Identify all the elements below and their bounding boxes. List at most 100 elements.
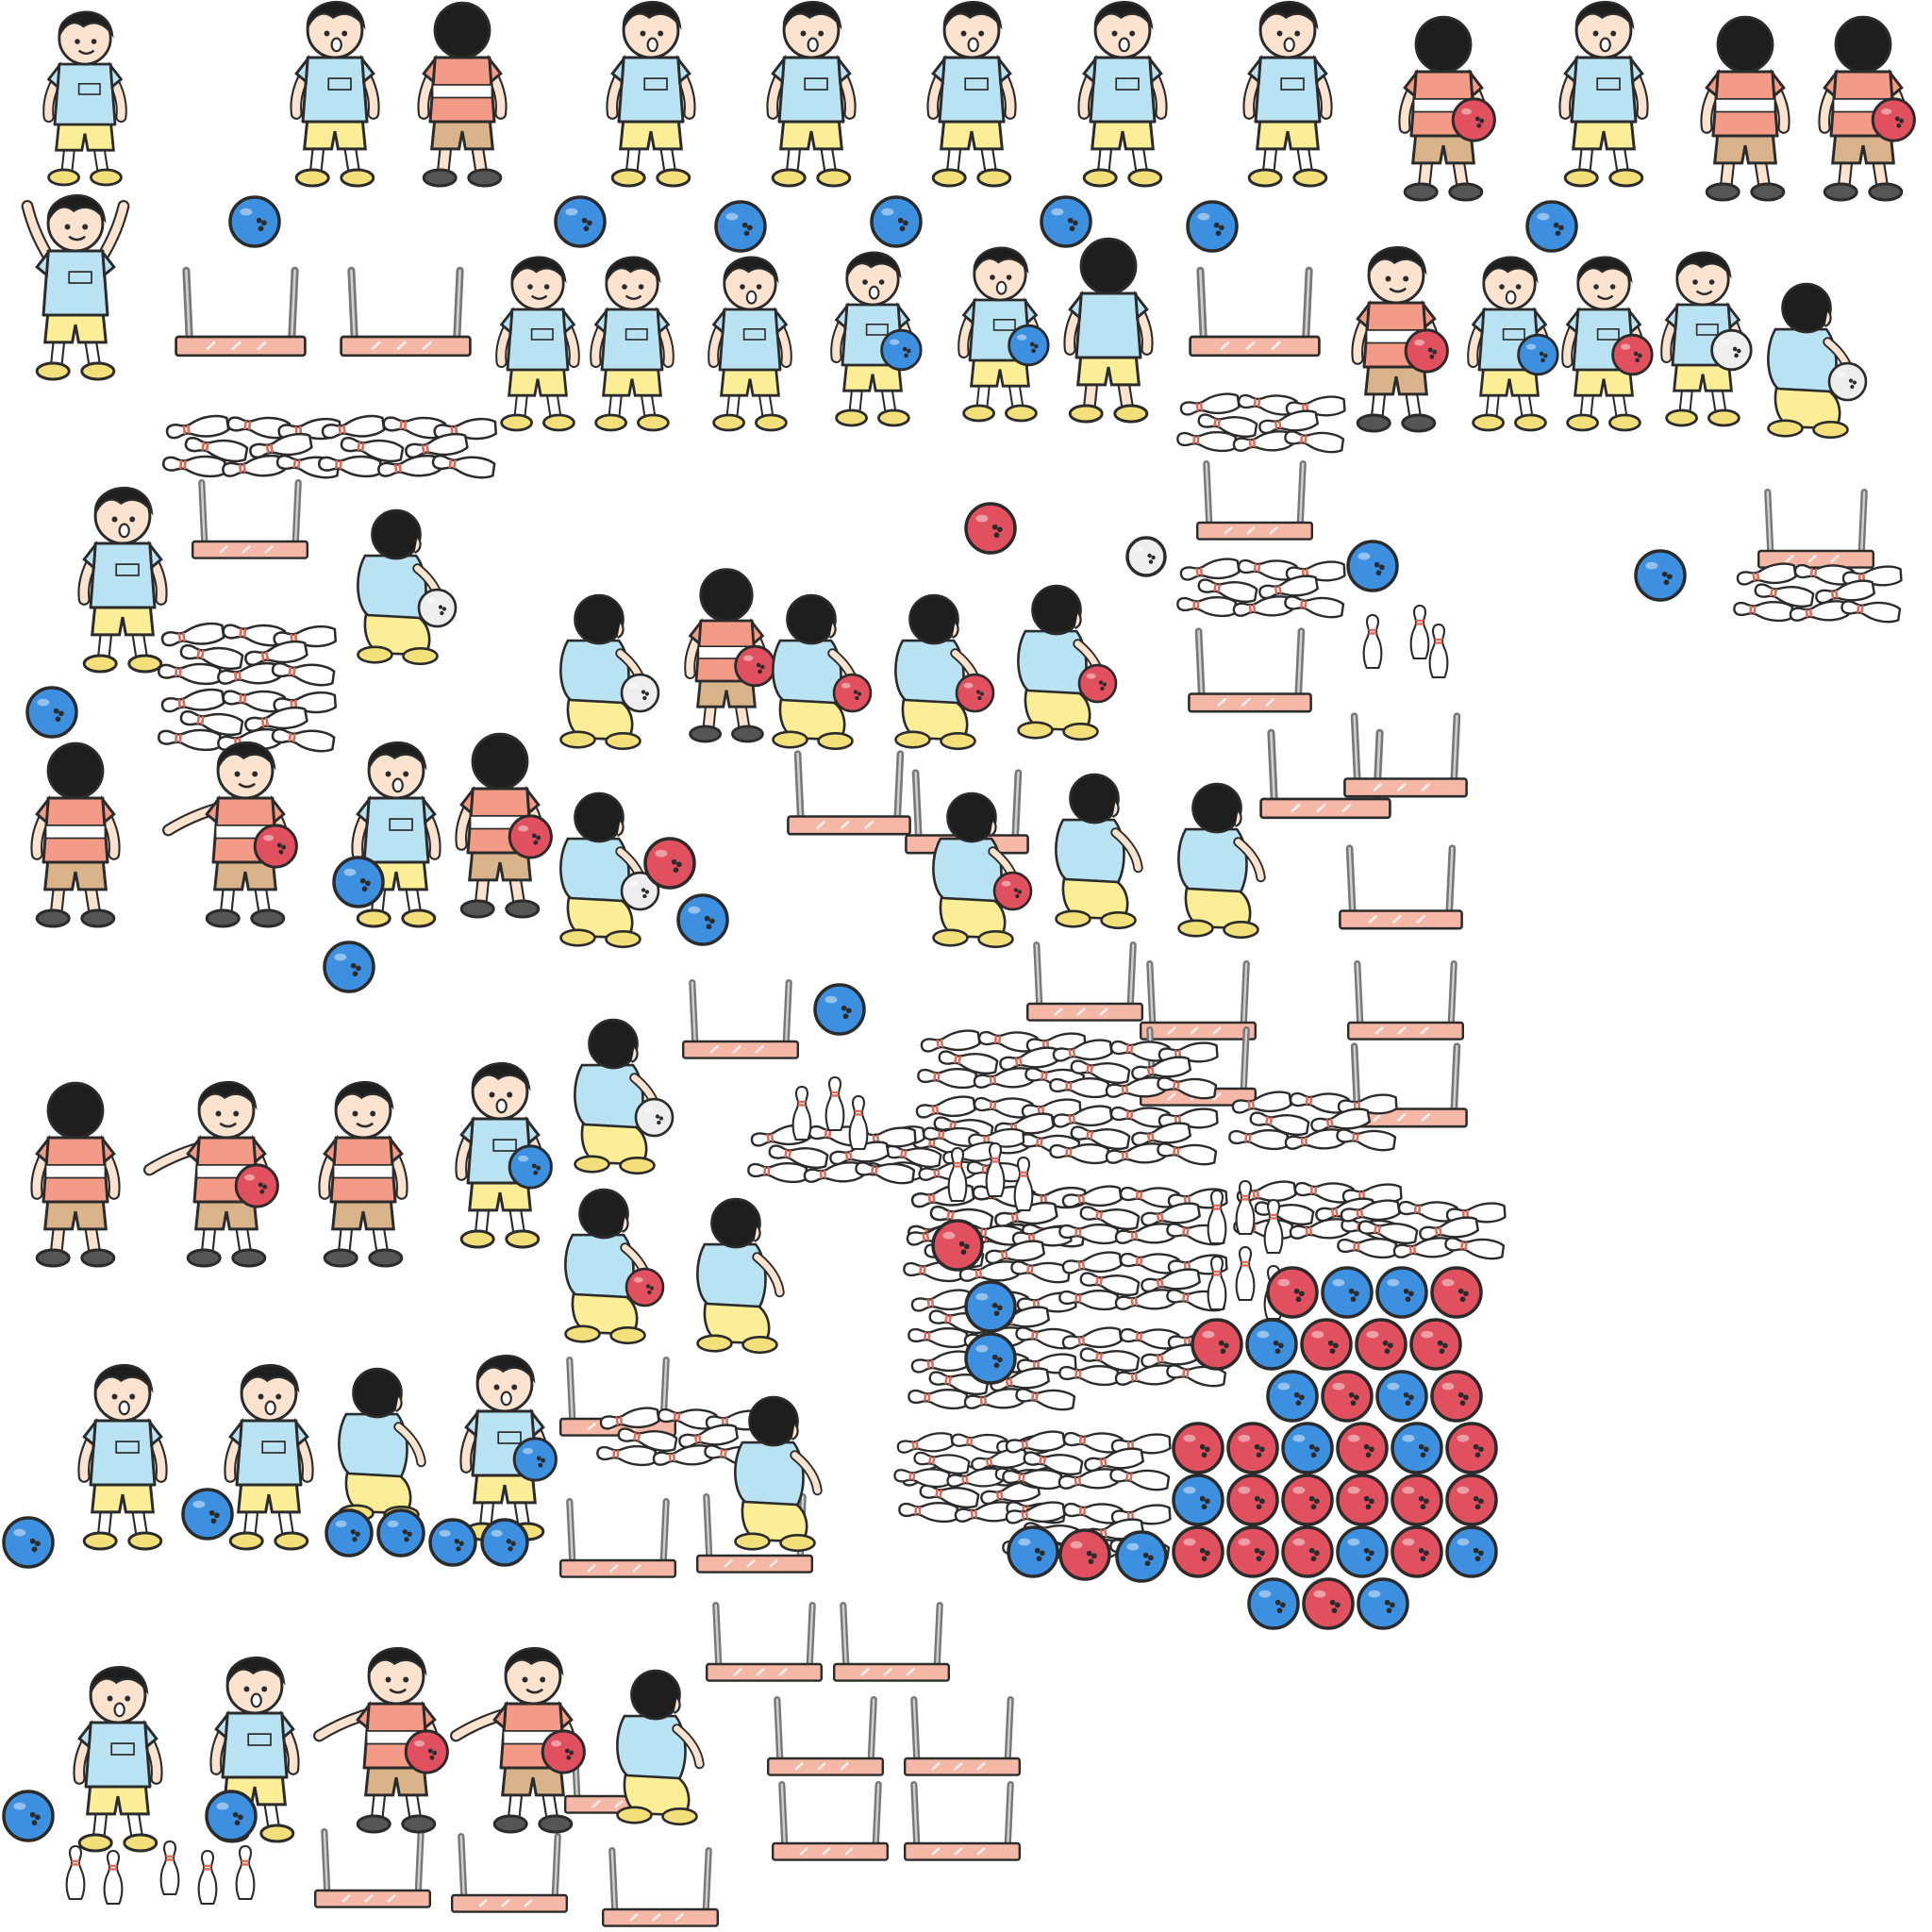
boy-character: [1818, 15, 1916, 202]
boy-character: [1561, 256, 1654, 432]
pinsetter-rack: [1259, 728, 1391, 820]
bowling-ball: [1300, 1318, 1353, 1371]
boy-character: [77, 487, 168, 674]
bowling-pin: [791, 1085, 812, 1141]
bowling-ball: [1281, 1422, 1334, 1474]
bowling-ball: [323, 941, 375, 993]
bowling-ball: [1710, 328, 1753, 372]
fallen-pin-pile: [162, 414, 342, 479]
pinsetter-rack: [1339, 844, 1463, 930]
boy-character: [932, 791, 1033, 949]
boy-character: [616, 1669, 705, 1826]
boy-character: [1017, 584, 1118, 741]
boy-character: [564, 1188, 665, 1345]
boy-character: [338, 1367, 426, 1524]
bowling-ball: [404, 1729, 449, 1774]
bowling-ball: [1827, 361, 1868, 402]
bowling-ball: [1375, 1266, 1428, 1319]
pinsetter-rack: [1188, 627, 1312, 713]
bowling-ball: [1007, 1525, 1059, 1578]
bowling-ball: [25, 686, 78, 739]
bowling-ball: [1375, 1370, 1428, 1423]
bowling-ball: [1391, 1525, 1443, 1578]
bowling-ball: [1008, 324, 1050, 367]
boy-character: [42, 10, 127, 187]
pinsetter-rack: [705, 1601, 824, 1682]
fallen-pin-pile: [1176, 558, 1346, 619]
boy-character: [73, 1666, 163, 1853]
bowling-ball: [508, 1144, 553, 1190]
fallen-pin-pile: [1176, 392, 1346, 454]
boy-character: [1767, 282, 1868, 440]
boy-character: [417, 1, 508, 188]
bowling-ball: [1321, 1266, 1374, 1319]
boy-character: [30, 1081, 121, 1268]
ball-layer: [2, 195, 1687, 1842]
bowling-ball: [1346, 540, 1399, 592]
bowling-ball: [508, 814, 553, 859]
boy-character: [1558, 1, 1649, 188]
pinsetter-rack: [1343, 712, 1468, 798]
bowling-ball: [554, 195, 607, 248]
bowling-ball: [1445, 1525, 1498, 1578]
pinsetter-rack: [771, 1780, 890, 1861]
fallen-pin-pile: [1058, 1326, 1228, 1388]
pinsetter-rack: [1757, 488, 1875, 569]
boy-character: [708, 256, 792, 432]
pinsetter-rack: [832, 1601, 951, 1682]
boy-character: [21, 194, 130, 381]
bowling-pin: [947, 1146, 968, 1203]
bowling-ball: [1451, 97, 1496, 142]
bowling-pin: [1207, 1255, 1227, 1311]
bowling-ball: [1266, 1266, 1319, 1319]
bowling-ball: [1409, 1318, 1462, 1371]
bowling-ball: [228, 195, 281, 248]
bowling-ball: [253, 824, 298, 869]
bowling-ball: [634, 1097, 675, 1138]
bowling-ball: [428, 1518, 477, 1567]
pinsetter-rack: [903, 1780, 1022, 1861]
bowling-ball: [1355, 1318, 1407, 1371]
boy-character: [224, 1364, 314, 1551]
bowling-pin: [235, 1844, 256, 1901]
bowling-ball: [512, 1437, 558, 1482]
bowling-ball: [955, 673, 995, 713]
fallen-pin-pile: [1049, 1039, 1219, 1100]
pinsetter-rack: [903, 1695, 1022, 1776]
bowling-ball: [1445, 1474, 1498, 1526]
rack-layer: [175, 266, 1875, 1927]
boy-character: [351, 741, 441, 928]
boy-character: [455, 732, 553, 919]
bowling-pin: [1263, 1198, 1284, 1255]
pinsetter-rack: [1346, 959, 1465, 1041]
boy-character: [313, 1647, 449, 1834]
boy-character: [696, 1197, 785, 1355]
bowling-pin: [848, 1094, 869, 1151]
bowling-ball: [964, 1280, 1017, 1333]
bowling-ball: [1247, 1577, 1300, 1630]
boy-character: [559, 593, 660, 751]
bowling-ball: [643, 837, 696, 890]
bowling-pin: [159, 1840, 180, 1896]
bowling-pin: [985, 1141, 1006, 1198]
bowling-ball: [1186, 200, 1239, 253]
bowling-pin: [1362, 613, 1383, 670]
boy-character: [926, 1, 1017, 188]
fallen-pin-pile: [1058, 1251, 1228, 1312]
bowling-pin: [824, 1075, 845, 1132]
boy-character: [495, 256, 580, 432]
pinsetter-rack: [340, 266, 472, 358]
bowling-ball: [964, 1332, 1017, 1385]
character-layer: [21, 1, 1916, 1853]
bowling-ball: [1302, 1577, 1355, 1630]
fallen-pin-pile: [1049, 1105, 1219, 1166]
bowling-ball: [1871, 97, 1916, 142]
bowling-ball: [1517, 333, 1559, 376]
bowling-ball: [1040, 195, 1092, 248]
pinsetter-rack: [1025, 941, 1144, 1022]
boy-character: [772, 593, 873, 751]
boy-character: [1700, 15, 1790, 202]
fallen-pin-pile: [1228, 1091, 1398, 1152]
bowling-ball: [1391, 1422, 1443, 1474]
bowling-ball: [1336, 1474, 1389, 1526]
